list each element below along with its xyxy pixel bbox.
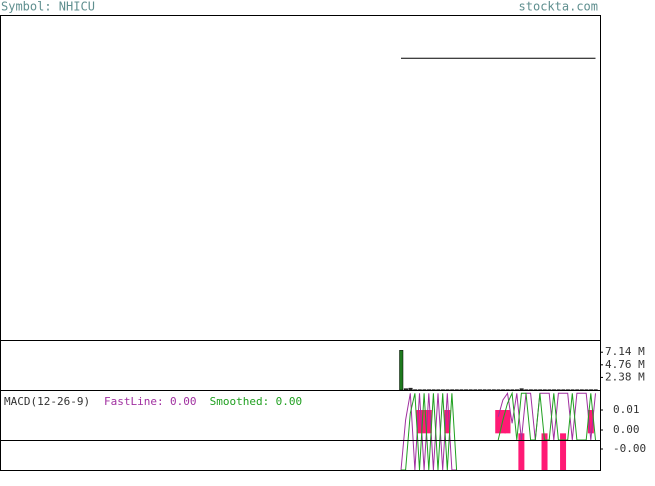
volume-bar [408, 387, 413, 391]
histogram-bar [504, 410, 511, 434]
marks-layer [399, 57, 598, 471]
histogram-bar [560, 433, 567, 470]
histogram-bar [587, 410, 594, 434]
histogram-bar [416, 410, 423, 434]
y-tick-label: 7.14 M [605, 345, 645, 358]
labels-layer: 7.14 M4.76 M2.38 M MACD(12-26-9) FastLine:… [4, 345, 646, 455]
y-tick-label: 2.38 M [605, 370, 645, 383]
histogram-bar [541, 433, 548, 470]
volume-bar [519, 388, 524, 391]
frame [0, 15, 601, 471]
volume-bar [403, 388, 408, 391]
macd-line [400, 391, 596, 471]
y-tick-label: -0.00 [613, 442, 646, 455]
histogram-bar [421, 410, 428, 434]
site: stockta.com [519, 0, 598, 14]
legend-value: 0.00 [170, 395, 197, 408]
histogram-bar [425, 410, 432, 434]
legend-value: 0.00 [276, 395, 303, 408]
histogram-bar [495, 410, 502, 434]
symbol: Symbol: NHICU [1, 0, 95, 14]
macd-title: MACD(12-26-9) [4, 395, 90, 408]
histogram-bar [444, 410, 451, 434]
y-tick-label: 4.76 M [605, 358, 645, 371]
legend-name: Smoothed: [210, 395, 270, 408]
y-tick-label: 0.00 [613, 423, 640, 436]
y-tick-label: 0.01 [613, 403, 640, 416]
histogram-bar [518, 433, 525, 470]
legend-name: FastLine: [104, 395, 164, 408]
volume-bar [399, 350, 404, 391]
